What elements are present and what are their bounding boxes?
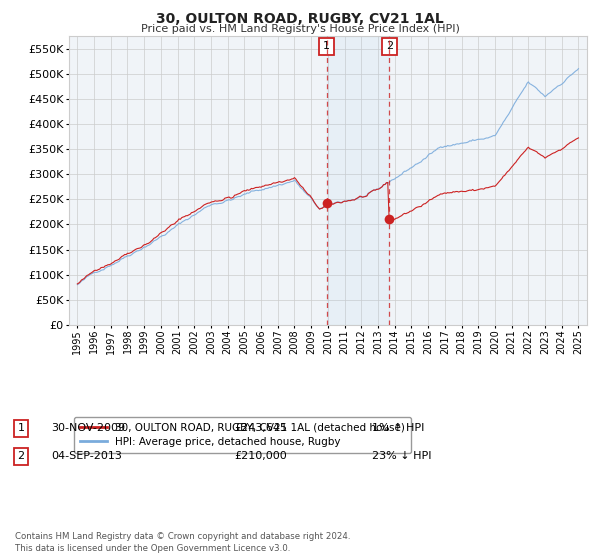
Text: 04-SEP-2013: 04-SEP-2013 — [51, 451, 122, 461]
Text: £243,645: £243,645 — [234, 423, 287, 433]
Text: Contains HM Land Registry data © Crown copyright and database right 2024.
This d: Contains HM Land Registry data © Crown c… — [15, 533, 350, 553]
Text: 2: 2 — [17, 451, 25, 461]
Legend: 30, OULTON ROAD, RUGBY, CV21 1AL (detached house), HPI: Average price, detached : 30, OULTON ROAD, RUGBY, CV21 1AL (detach… — [74, 417, 411, 453]
Text: 23% ↓ HPI: 23% ↓ HPI — [372, 451, 431, 461]
Text: £210,000: £210,000 — [234, 451, 287, 461]
Text: 2: 2 — [386, 41, 393, 52]
Text: 30-NOV-2009: 30-NOV-2009 — [51, 423, 125, 433]
Text: Price paid vs. HM Land Registry's House Price Index (HPI): Price paid vs. HM Land Registry's House … — [140, 24, 460, 34]
Text: 1% ↑ HPI: 1% ↑ HPI — [372, 423, 424, 433]
Text: 1: 1 — [323, 41, 330, 52]
Bar — [326, 36, 389, 325]
Text: 1: 1 — [17, 423, 25, 433]
Text: 30, OULTON ROAD, RUGBY, CV21 1AL: 30, OULTON ROAD, RUGBY, CV21 1AL — [156, 12, 444, 26]
